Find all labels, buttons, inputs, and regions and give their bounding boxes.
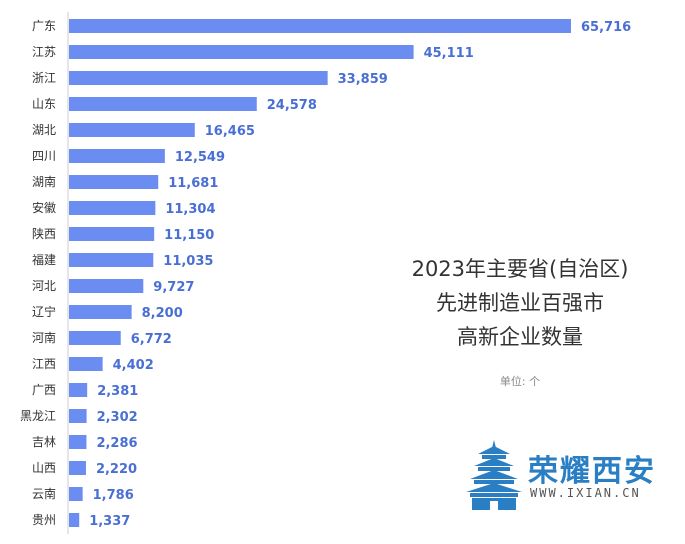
- category-label: 湖北: [32, 122, 56, 137]
- data-label: 11,035: [163, 254, 213, 269]
- chart-title-line-1: 2023年主要省(自治区): [411, 257, 629, 281]
- data-label: 11,681: [168, 176, 218, 191]
- bar: [69, 331, 121, 345]
- logo-text-cn: 荣耀西安: [528, 454, 656, 489]
- bar: [69, 227, 155, 241]
- data-label: 11,150: [164, 228, 214, 243]
- bar: [69, 253, 154, 267]
- category-label: 贵州: [32, 513, 56, 527]
- category-label: 河北: [32, 279, 56, 293]
- data-label: 1,337: [89, 514, 130, 529]
- category-label: 安徽: [32, 200, 56, 215]
- bar: [69, 513, 80, 527]
- data-label: 16,465: [205, 124, 255, 139]
- category-label: 浙江: [32, 71, 56, 85]
- data-label: 12,549: [175, 150, 225, 165]
- bar: [69, 123, 195, 137]
- pagoda-icon: [466, 440, 522, 510]
- category-label: 山西: [32, 461, 56, 475]
- category-label: 云南: [32, 486, 56, 501]
- category-label: 辽宁: [32, 304, 56, 319]
- bar: [69, 435, 87, 449]
- category-label: 福建: [32, 252, 56, 267]
- category-label: 四川: [32, 149, 56, 163]
- unit-label: 单位: 个: [499, 375, 541, 388]
- bar: [69, 357, 103, 371]
- chart-title-line-3: 高新企业数量: [457, 325, 583, 349]
- watermark-logo: 荣耀西安 WWW.IXIAN.CN: [466, 436, 666, 516]
- data-label: 2,286: [96, 436, 137, 451]
- bar: [69, 305, 132, 319]
- bar: [69, 409, 87, 423]
- category-label: 吉林: [32, 435, 56, 449]
- data-label: 65,716: [581, 20, 631, 35]
- category-label: 河南: [32, 330, 56, 345]
- data-label: 8,200: [142, 306, 183, 321]
- data-label: 2,302: [97, 410, 138, 425]
- category-label: 江苏: [32, 45, 56, 59]
- chart-title-line-2: 先进制造业百强市: [436, 291, 604, 315]
- bar: [69, 175, 159, 189]
- logo-text-en: WWW.IXIAN.CN: [530, 486, 641, 500]
- data-label: 9,727: [153, 280, 194, 295]
- bar: [69, 97, 257, 111]
- category-label: 广西: [32, 383, 56, 397]
- bar: [69, 461, 86, 475]
- bar: [69, 45, 414, 59]
- data-label: 1,786: [93, 488, 134, 503]
- data-label: 2,220: [96, 462, 137, 477]
- bar: [69, 279, 144, 293]
- category-label: 山东: [32, 97, 56, 111]
- data-label: 2,381: [97, 384, 138, 399]
- category-label: 湖南: [32, 174, 56, 189]
- category-label: 江西: [32, 357, 56, 371]
- bar: [69, 383, 88, 397]
- bar: [69, 201, 156, 215]
- bar: [69, 71, 328, 85]
- category-label: 广东: [32, 19, 56, 33]
- bar: [69, 149, 165, 163]
- category-label: 陕西: [32, 226, 56, 241]
- bar: [69, 487, 83, 501]
- category-label: 黑龙江: [20, 409, 56, 423]
- data-label: 6,772: [131, 332, 172, 347]
- chart-title: 2023年主要省(自治区) 先进制造业百强市 高新企业数量: [360, 252, 680, 354]
- data-label: 4,402: [113, 358, 154, 373]
- bar: [69, 19, 571, 33]
- data-label: 24,578: [267, 98, 317, 113]
- data-label: 33,859: [338, 72, 388, 87]
- data-label: 11,304: [165, 202, 215, 217]
- data-label: 45,111: [424, 46, 474, 61]
